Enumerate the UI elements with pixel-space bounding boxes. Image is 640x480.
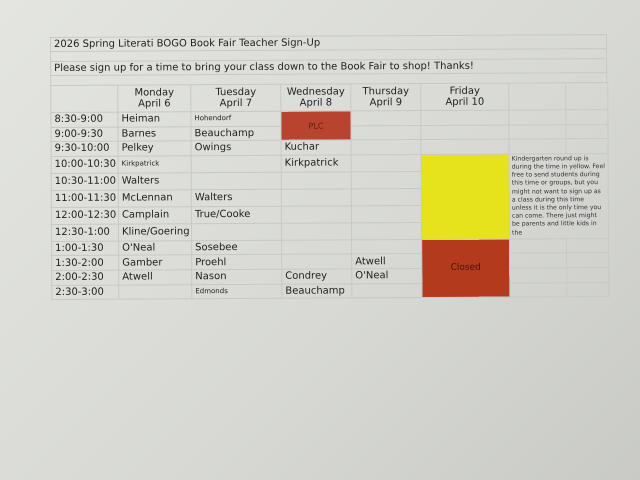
schedule-cell: Pelkey [118,140,192,156]
schedule-cell [351,239,422,255]
schedule-cell: Condrey [281,268,352,284]
schedule-cell [351,283,422,299]
schedule-cell [191,172,282,190]
kindergarten-note: Kindergarten round up is during the time… [509,153,609,239]
signup-sheet: 2026 Spring Literati BOGO Book Fair Teac… [50,34,609,300]
schedule-cell: O'Neal [118,240,192,256]
schedule-cell [350,125,422,141]
schedule-cell: Hohendorf [190,111,281,127]
schedule-cell [565,124,609,139]
time-slot: 11:00-11:30 [51,189,119,208]
schedule-cell: Barnes [117,126,192,142]
kindergarten-roundup-block [421,153,510,240]
schedule-cell [420,124,510,140]
schedule-cell [281,239,352,255]
schedule-cell: Gamber [118,255,192,271]
schedule-cell: Kirkpatrick [281,154,352,173]
schedule-cell [350,110,421,126]
time-slot: 10:30-11:00 [51,172,119,191]
schedule-cell [351,154,422,172]
time-slot: 2:00-2:30 [51,270,119,286]
schedule-cell: True/Cooke [191,206,282,224]
schedule-cell: O'Neal [351,268,422,284]
schedule-cell [118,284,192,300]
table-row: 2:30-3:00 Edmonds Beauchamp [51,282,609,300]
time-slot: 10:00-10:30 [51,155,119,174]
schedule-cell: Camplain [118,206,192,224]
schedule-cell [565,109,608,125]
schedule-cell [509,138,567,154]
schedule-cell [281,188,352,207]
schedule-cell [508,124,567,140]
schedule-cell: Atwell [118,269,192,285]
time-slot: 2:30-3:00 [51,284,119,300]
schedule-cell: Kuchar [281,140,352,156]
schedule-cell [508,109,566,125]
schedule-cell: Owings [191,140,282,156]
schedule-cell [420,110,509,126]
time-slot: 9:00-9:30 [50,126,119,142]
friday-closed-block: Closed [421,238,510,298]
schedule-cell [566,267,609,283]
time-slot: 1:00-1:30 [51,240,119,256]
day-header: Thursday April 9 [350,83,421,111]
schedule-cell: Heiman [117,111,191,127]
time-slot: 12:00-12:30 [51,206,119,225]
schedule-cell [566,252,609,268]
time-slot: 9:30-10:00 [51,141,119,157]
table-row: 10:00-10:30 Kirkpatrick Kirkpatrick Kinderg… [51,153,609,240]
schedule-cell [509,267,567,283]
schedule-cell [421,139,510,155]
schedule-cell: Kline/Goering [118,223,192,241]
schedule-cell: Walters [191,189,282,207]
schedule-cell [281,222,352,241]
schedule-cell [281,254,352,270]
time-slot: 12:30-1:00 [51,223,119,242]
schedule-cell [281,171,352,190]
schedule-cell: Beauchamp [190,125,282,141]
schedule-cell: Sosebee [191,240,282,256]
schedule-cell: Walters [118,172,192,190]
day-header: Wednesday April 8 [280,83,351,112]
time-slot: 1:30-2:00 [51,255,119,271]
time-slot: 8:30-9:00 [50,112,118,128]
schedule-cell [281,205,352,224]
schedule-cell [351,171,422,189]
schedule-cell [566,138,609,154]
schedule-cell: Edmonds [191,283,282,299]
schedule-cell [509,238,567,254]
schedule-cell [351,222,422,240]
schedule-cell: Atwell [351,253,422,269]
day-header: Tuesday April 7 [190,84,281,112]
plc-block: PLC [280,110,352,141]
day-header: Monday April 6 [117,84,191,113]
schedule-cell: Nason [191,269,282,285]
schedule-cell: McLennan [118,189,192,207]
schedule-cell [351,205,422,223]
schedule-cell: Proehl [191,254,282,270]
schedule-cell [191,155,282,173]
schedule-cell [566,238,609,254]
schedule-cell [509,253,567,269]
schedule-table: Monday April 6 Tuesday April 7 Wednesday Ap… [50,82,609,300]
schedule-cell: Kirkpatrick [118,155,192,173]
day-header: Friday April 10 [420,83,509,111]
schedule-cell [351,139,422,155]
schedule-cell [509,282,567,298]
schedule-cell [351,188,422,206]
schedule-cell [566,282,609,297]
schedule-cell [191,223,282,241]
schedule-cell: Beauchamp [281,283,352,299]
header-row: Monday April 6 Tuesday April 7 Wednesday Ap… [50,82,608,113]
